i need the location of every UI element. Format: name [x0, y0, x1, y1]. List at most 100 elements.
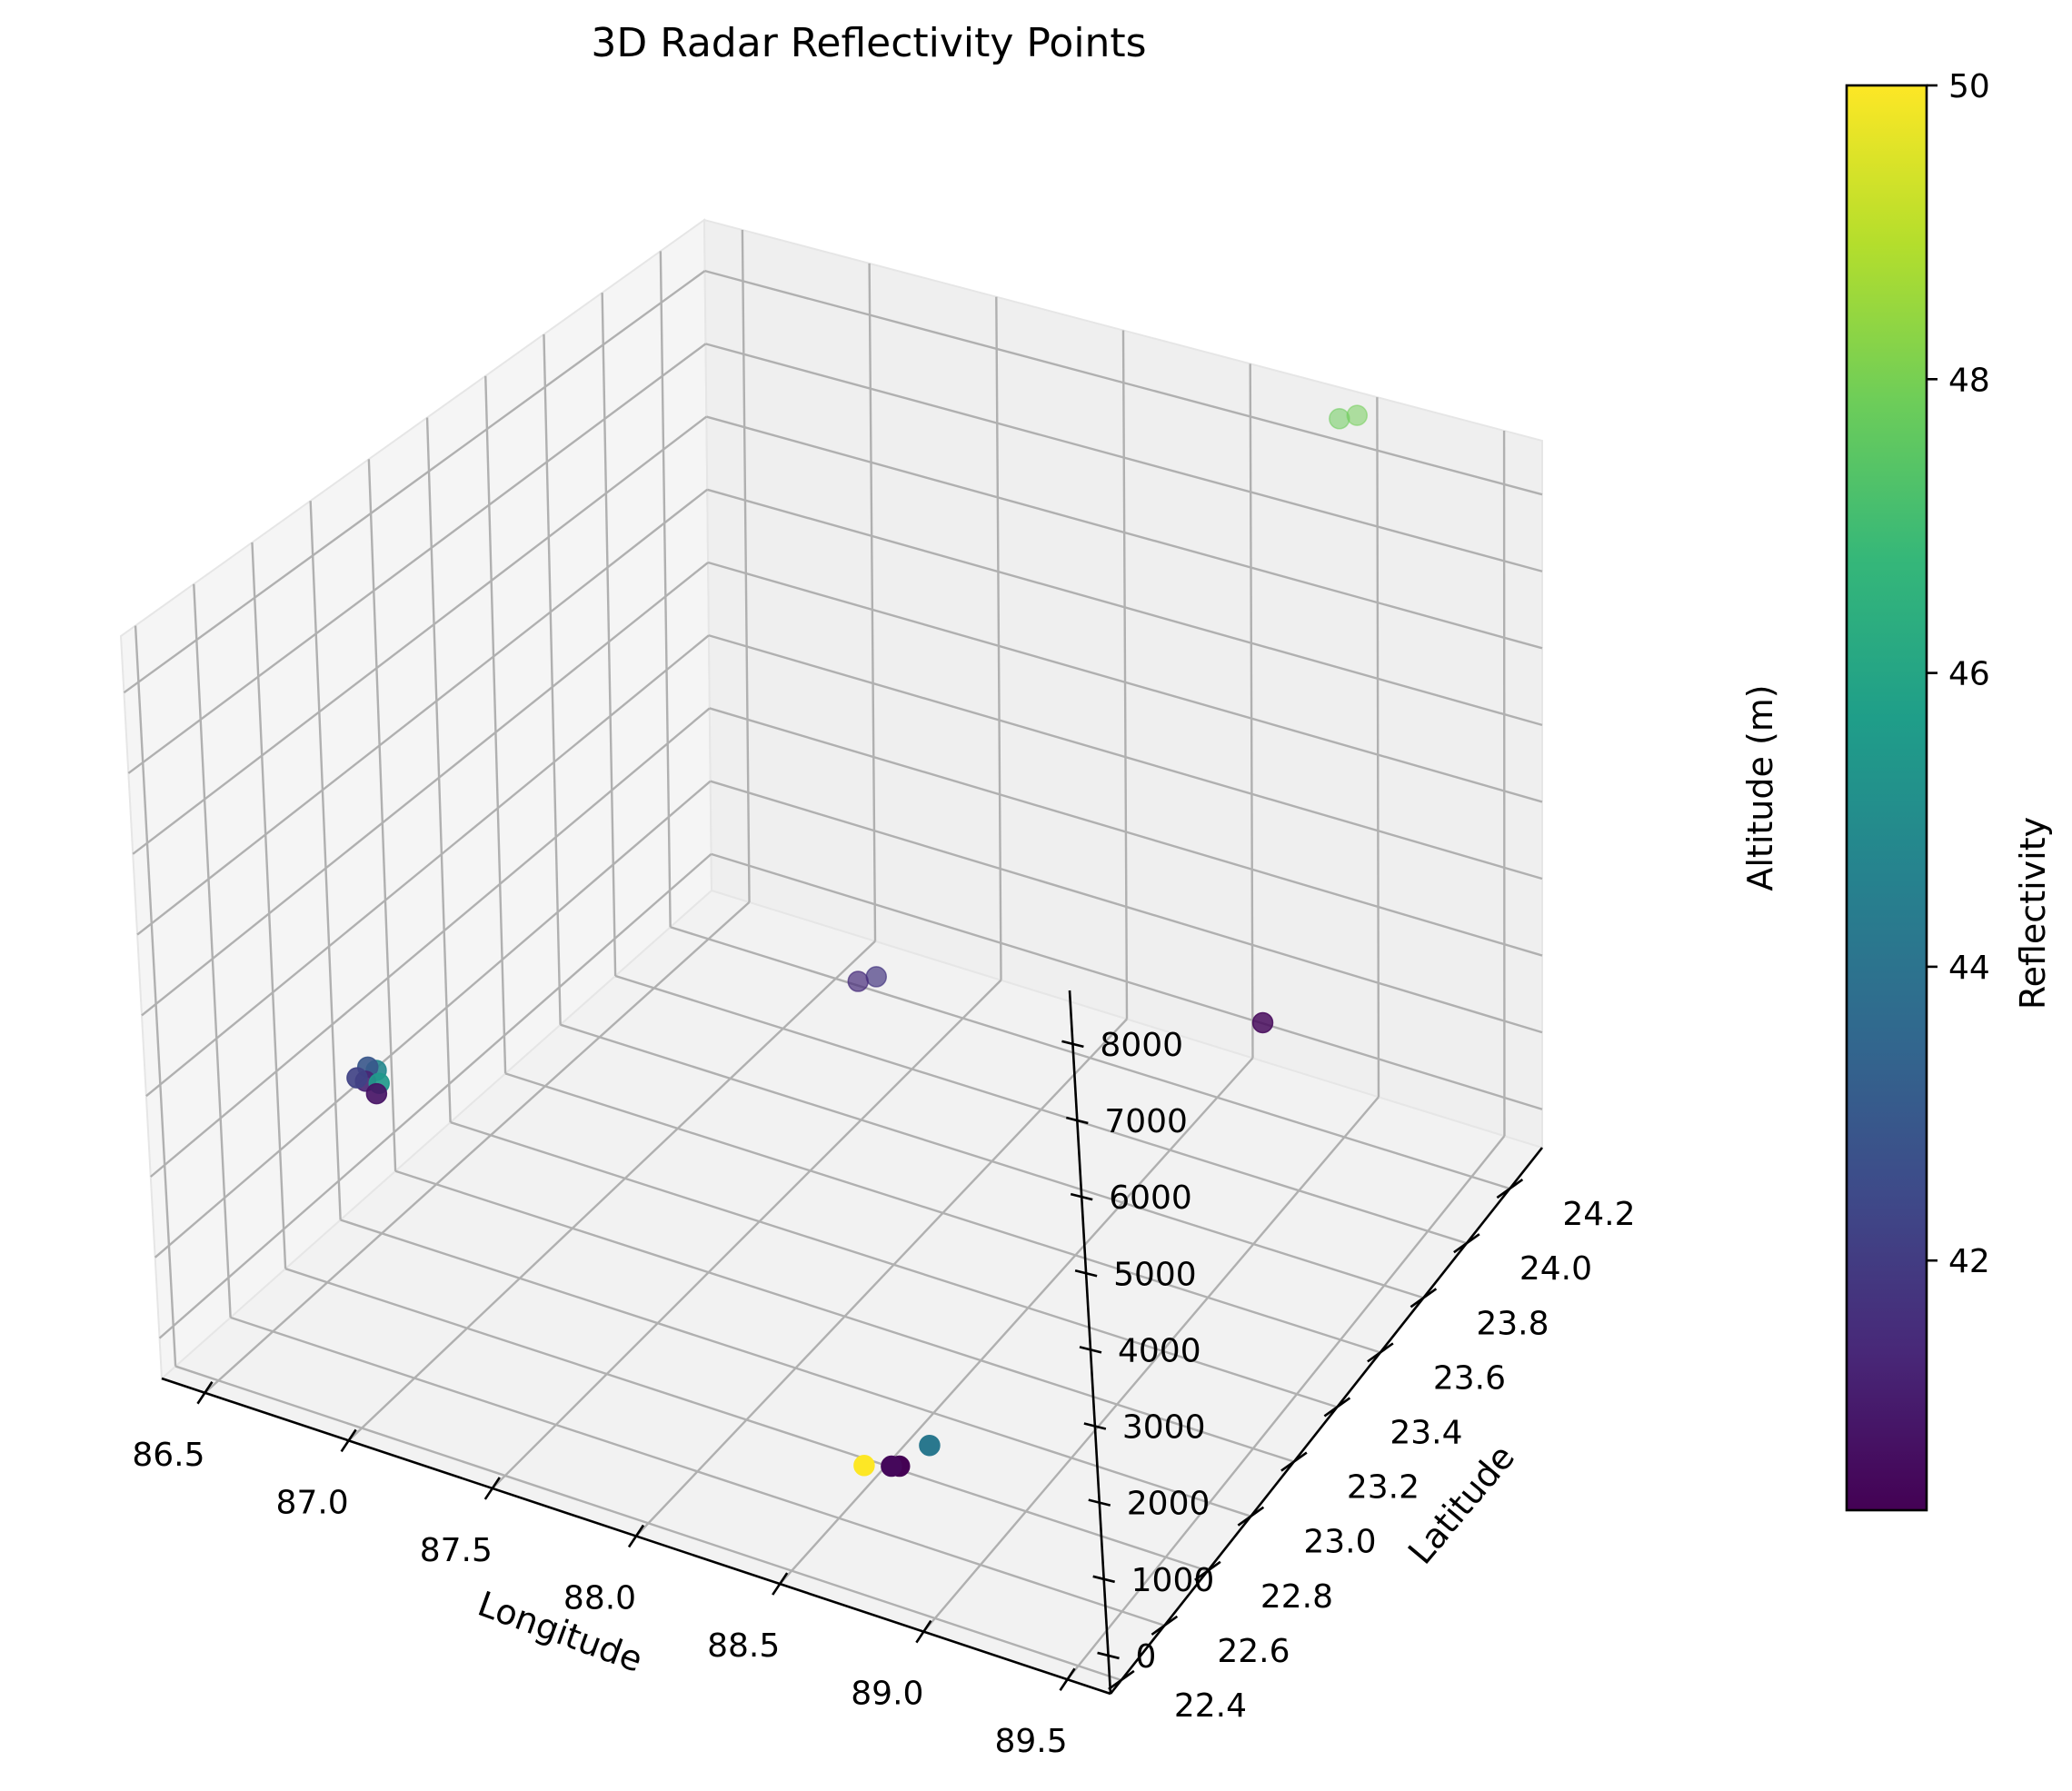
grid-line [123, 270, 706, 694]
z-tick [1065, 1116, 1089, 1125]
y-tick-label: 23.6 [1433, 1359, 1506, 1397]
z-tick [1088, 1498, 1111, 1507]
x-tick [196, 1381, 214, 1405]
grid-line [635, 1018, 1128, 1537]
z-tick-label: 1000 [1131, 1562, 1215, 1599]
grid-line [1376, 397, 1380, 1098]
grid-line [127, 343, 707, 774]
data-point [865, 966, 888, 988]
grid-line [340, 1219, 1251, 1517]
grid-line [284, 1268, 1209, 1572]
grid-line [154, 780, 712, 1259]
y-tick-label: 22.4 [1174, 1687, 1247, 1725]
data-point [881, 1455, 902, 1478]
grid-line [707, 561, 1543, 803]
grid-line [150, 707, 711, 1178]
x-tick [340, 1428, 357, 1453]
grid-line [204, 900, 751, 1394]
colorbar-tick-label: 42 [1948, 1243, 1990, 1280]
y-tick-label: 23.4 [1390, 1414, 1462, 1451]
x-tick-label: 87.0 [276, 1484, 349, 1521]
grid-line [601, 293, 617, 976]
grid-lines [123, 230, 1543, 1682]
grid-line [134, 625, 177, 1367]
grid-line [425, 417, 452, 1123]
grid-line [1121, 330, 1129, 1020]
z-tick-label: 7000 [1104, 1103, 1188, 1140]
z-tick [1083, 1422, 1107, 1430]
grid-line [670, 926, 1510, 1190]
y-tick-label: 24.2 [1562, 1196, 1635, 1233]
grid-line [1066, 1135, 1506, 1680]
colorbar-tick-label: 44 [1948, 950, 1990, 987]
colorbar-tick-label: 46 [1948, 656, 1990, 693]
grid-line [710, 780, 1543, 1034]
colorbar-tick-label: 50 [1948, 68, 1990, 105]
data-point [346, 1067, 368, 1089]
tick-marks [196, 1040, 1524, 1691]
y-tick-label: 23.8 [1476, 1305, 1549, 1342]
grid-line [504, 1072, 1381, 1354]
y-tick-label: 22.8 [1260, 1578, 1333, 1616]
grid-line [136, 488, 708, 936]
data-point [365, 1082, 388, 1105]
grid-line [174, 1365, 1122, 1682]
grid-line [141, 562, 709, 1017]
x-tick-label: 87.5 [420, 1532, 493, 1569]
z-tick [1061, 1040, 1084, 1049]
grid-line [659, 251, 672, 928]
colorbar-tick-label: 48 [1948, 362, 1990, 399]
z-tick-label: 4000 [1118, 1332, 1201, 1369]
x-tick-label: 89.0 [851, 1676, 923, 1713]
z-tick [1070, 1192, 1093, 1201]
colorbar: 42 44 46 48 50 [1845, 68, 1990, 1512]
z-tick-label: 8000 [1100, 1027, 1183, 1064]
z-tick [1092, 1575, 1115, 1584]
x-tick-label: 88.0 [563, 1580, 636, 1617]
grid-line [347, 940, 876, 1442]
y-tick [1151, 1615, 1179, 1636]
x-tick-label: 89.5 [994, 1723, 1067, 1760]
data-point [919, 1434, 941, 1457]
z-tick-label: 5000 [1113, 1256, 1197, 1293]
grid-line [614, 974, 1468, 1245]
grid-line [230, 1316, 1165, 1627]
z-tick-label: 6000 [1109, 1179, 1192, 1217]
grid-line [484, 375, 507, 1074]
x-tick [627, 1524, 645, 1548]
y-tick [1453, 1233, 1480, 1254]
grid-line [779, 1057, 1254, 1585]
grid-line [367, 459, 397, 1171]
colorbar-label: Reflectivity [2013, 817, 2053, 1010]
axis-panes [119, 218, 1544, 1696]
grid-line [145, 634, 710, 1098]
z-axis-line [1068, 990, 1112, 1695]
z-axis-label: Altitude (m) [1740, 684, 1780, 891]
grid-line [132, 415, 708, 855]
grid-line [193, 583, 232, 1318]
y-tick [1108, 1669, 1135, 1691]
data-points [346, 404, 1369, 1478]
grid-line [706, 415, 1543, 650]
y-tick [1367, 1342, 1394, 1363]
grid-line [709, 707, 1543, 957]
grid-line [450, 1120, 1338, 1408]
chart-title: 3D Radar Reflectivity Points [591, 20, 1146, 66]
grid-line [560, 1023, 1424, 1299]
grid-line [704, 269, 1543, 496]
grid-line [705, 343, 1543, 572]
data-point [853, 1455, 875, 1477]
y-tick [1280, 1451, 1308, 1472]
z-tick-label: 0 [1136, 1638, 1157, 1676]
grid-line [868, 263, 877, 941]
z-tick-label: 2000 [1127, 1486, 1210, 1523]
data-point [1346, 404, 1369, 426]
y-tick [1237, 1506, 1265, 1527]
z-tick-label: 3000 [1122, 1409, 1206, 1447]
grid-line [158, 852, 712, 1339]
y-tick [1496, 1179, 1524, 1199]
x-tick [915, 1619, 932, 1644]
grid-line [711, 852, 1543, 1110]
x-tick [483, 1477, 501, 1500]
